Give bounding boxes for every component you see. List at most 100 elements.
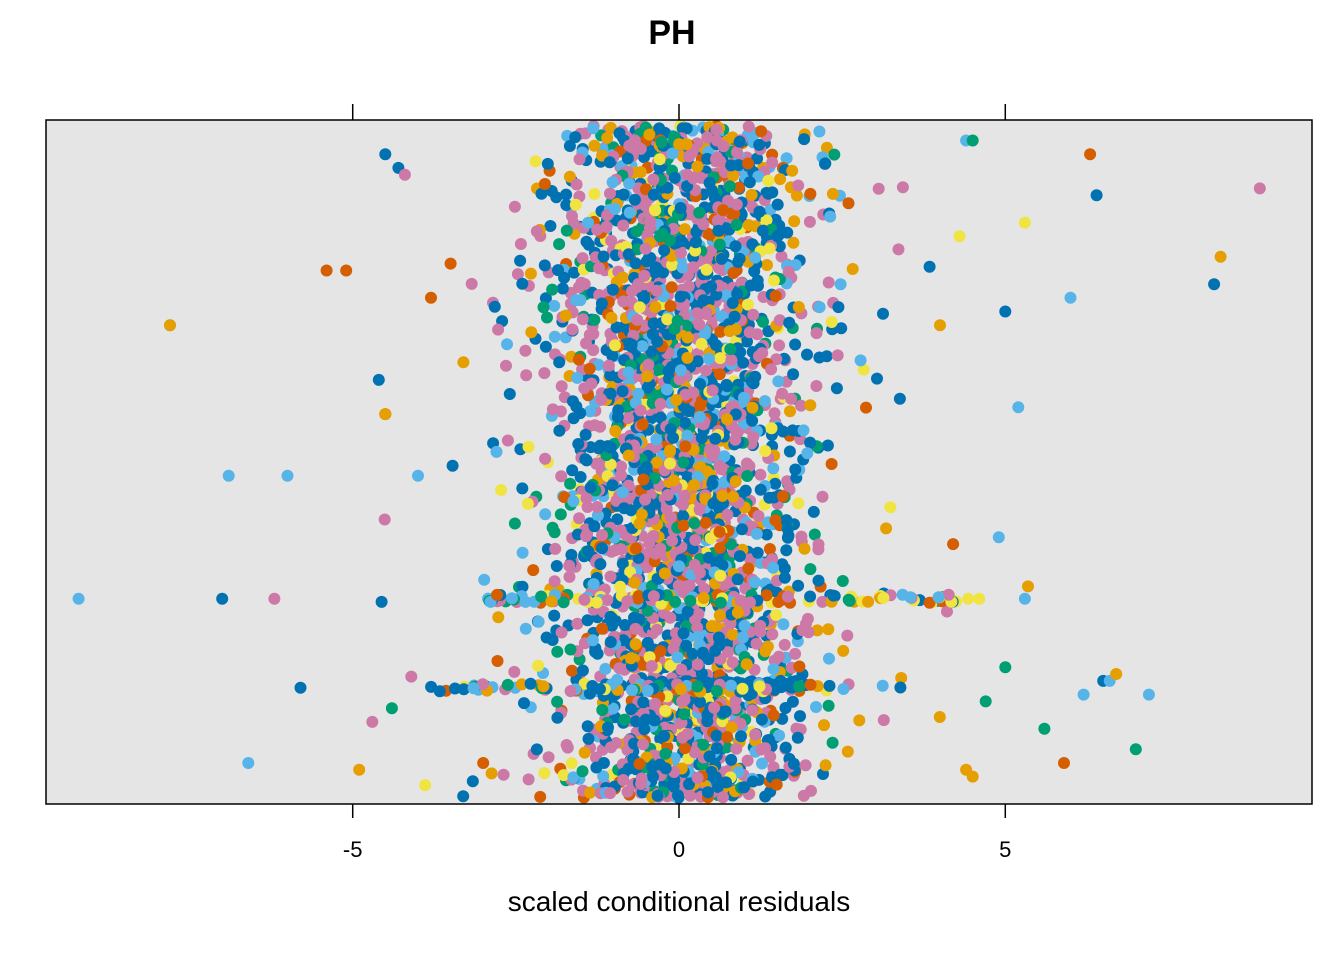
data-point <box>697 218 710 231</box>
data-point <box>771 230 784 243</box>
data-point <box>538 367 551 380</box>
data-point <box>792 497 805 510</box>
data-point <box>842 593 855 606</box>
data-point <box>574 471 587 483</box>
chart-title: PH <box>648 14 695 52</box>
data-point <box>676 122 689 135</box>
outlier-point <box>353 763 366 776</box>
data-point <box>713 238 726 251</box>
data-point <box>877 592 890 604</box>
data-point <box>841 629 854 642</box>
data-point <box>741 754 754 767</box>
data-point <box>595 393 608 406</box>
data-point <box>777 618 790 631</box>
data-point <box>501 434 514 447</box>
data-point <box>804 187 817 200</box>
data-point <box>721 380 734 393</box>
data-point <box>497 768 510 781</box>
data-point <box>713 262 725 274</box>
outlier-point <box>1038 722 1051 735</box>
data-point <box>524 267 537 280</box>
outlier-point <box>385 702 398 715</box>
outlier-point <box>398 168 411 181</box>
data-point <box>894 681 907 694</box>
data-point <box>816 595 829 608</box>
data-point <box>758 395 771 408</box>
outlier-point <box>953 230 966 243</box>
data-point <box>807 505 820 518</box>
data-point <box>664 457 676 470</box>
data-point <box>592 442 605 455</box>
data-point <box>567 771 580 784</box>
data-point <box>649 547 662 560</box>
data-point <box>732 181 745 194</box>
data-point <box>795 530 808 543</box>
data-point <box>695 432 708 444</box>
data-point <box>700 263 713 276</box>
data-point <box>821 439 834 452</box>
data-point <box>622 412 635 425</box>
data-point <box>729 475 742 488</box>
data-point <box>614 580 627 593</box>
data-point <box>962 592 975 605</box>
data-point <box>699 516 712 529</box>
data-point <box>515 678 528 691</box>
outlier-point <box>934 319 946 332</box>
data-point <box>569 131 582 144</box>
data-point <box>757 315 769 328</box>
data-point <box>674 202 687 214</box>
data-point <box>819 759 832 772</box>
data-point <box>602 721 614 734</box>
data-point <box>750 637 763 650</box>
data-point <box>823 652 835 665</box>
data-point <box>525 326 538 339</box>
data-point <box>595 297 608 310</box>
data-point <box>709 771 722 784</box>
data-point <box>825 316 838 328</box>
data-point <box>633 301 646 314</box>
data-point <box>749 576 761 589</box>
data-point <box>736 682 749 695</box>
data-point <box>629 622 642 635</box>
data-point <box>673 560 685 573</box>
data-point <box>780 544 793 557</box>
data-point <box>793 660 806 673</box>
data-point <box>541 311 553 324</box>
data-point <box>804 399 817 412</box>
data-point <box>710 339 722 351</box>
data-point <box>708 701 721 714</box>
data-point <box>609 339 621 352</box>
outlier-point <box>1253 182 1266 195</box>
data-point <box>616 385 629 398</box>
outlier-point <box>1208 278 1221 291</box>
data-point <box>760 214 773 227</box>
data-point <box>635 772 648 785</box>
data-point <box>796 624 809 637</box>
data-point <box>714 596 727 609</box>
data-point <box>566 323 579 336</box>
data-point <box>835 322 848 335</box>
data-point <box>571 617 584 630</box>
data-point <box>632 278 645 290</box>
data-point <box>896 588 909 601</box>
data-point <box>662 365 675 378</box>
data-point <box>641 370 654 383</box>
data-point <box>665 281 678 294</box>
data-point <box>576 664 589 677</box>
data-point <box>804 436 817 449</box>
data-point <box>590 596 603 609</box>
data-point <box>688 558 701 571</box>
data-point <box>772 596 785 608</box>
data-point <box>650 623 663 636</box>
data-point <box>680 639 693 652</box>
data-point <box>632 551 645 564</box>
data-point <box>555 380 568 393</box>
data-point <box>593 683 606 696</box>
data-point <box>773 729 786 742</box>
data-point <box>549 542 562 555</box>
data-point <box>721 413 733 426</box>
data-point <box>892 243 905 256</box>
data-point <box>693 206 706 219</box>
data-point <box>801 447 814 460</box>
data-point <box>566 395 579 408</box>
